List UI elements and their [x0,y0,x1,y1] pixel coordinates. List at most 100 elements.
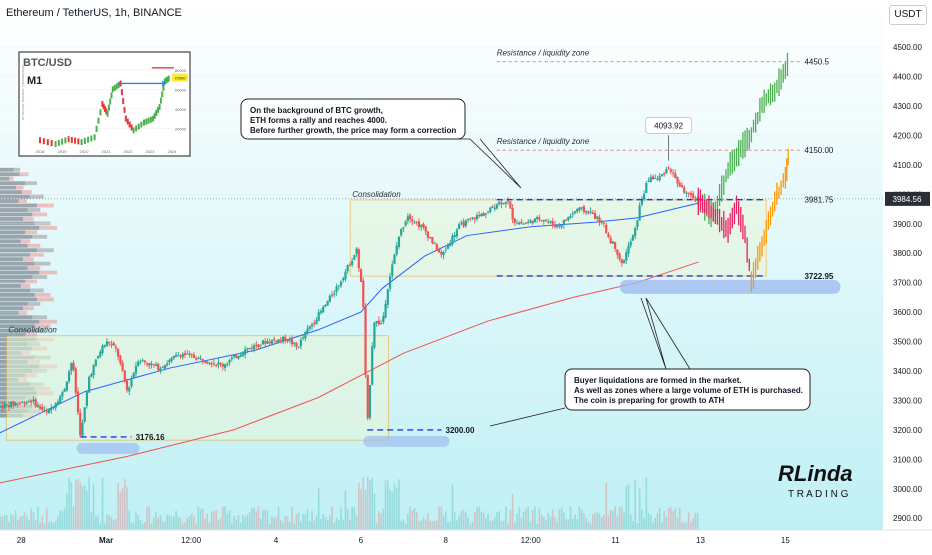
volume-profile-bar [0,234,33,239]
volume-bar [54,521,57,530]
price-tick-label: 3800.00 [893,249,922,258]
candle-body [123,370,126,382]
volume-bar [429,520,431,530]
candle-body [573,211,577,213]
candle-body [540,220,543,222]
volume-bar [302,513,304,530]
candle-body [667,167,670,169]
volume-bar [242,514,244,530]
candle-body [252,345,256,350]
inset-candle [90,135,93,142]
volume-profile-bar [30,252,44,257]
candle-body [248,348,251,350]
callout-btc-text: ETH forms a rally and reaches 4000. [250,116,387,125]
volume-bar [498,511,501,530]
candle-body [591,212,594,214]
inset-candle [132,127,135,134]
volume-bar [670,506,672,530]
candle-body [529,220,532,223]
volume-profile-bar [0,203,37,208]
price-axis[interactable]: 2900.00 3000.00 3100.00 3200.00 3300.00 3400.… [883,0,932,530]
volume-bar [202,508,204,530]
volume-bar [251,508,253,530]
volume-bar [282,522,284,530]
volume-bar [206,513,209,530]
volume-bar [652,522,654,530]
candle-body [313,323,316,325]
callout-btc-text: Before further growth, the price may for… [250,126,456,135]
inset-candle [124,115,127,122]
candle-body [277,339,280,343]
volume-profile-bar [36,248,54,253]
inset-x-label: 2024 [168,149,178,154]
volume-bar [99,523,102,530]
candle-body [32,399,35,402]
volume-profile-bar [30,288,44,293]
candle-body [674,173,677,179]
inset-candle [152,115,155,122]
volume-bar [596,512,599,530]
callout-liquidity-text: The coin is preparing for growth to ATH [574,396,724,405]
candle-body [433,242,436,244]
candle-body [484,213,487,215]
candle-body [275,340,278,343]
candle-body [54,403,57,408]
volume-bar [197,506,200,530]
volume-profile-bar [0,199,19,203]
volume-bar [543,516,545,530]
inset-candle [117,81,120,88]
candle-body [373,322,376,348]
candle-body [489,207,492,213]
volume-bar [369,480,371,530]
volume-bar [643,517,645,530]
volume-bar [170,516,173,530]
volume-bar [61,511,64,530]
candle-body [170,357,173,361]
volume-profile-bar [0,194,31,199]
volume-profile-bar [0,181,26,186]
liquidity-label: 3176.16 [136,433,165,442]
volume-bar [411,510,414,530]
volume-bar [152,517,155,530]
candle-body [596,216,599,219]
candle-body [88,376,91,393]
candle-body [47,408,51,414]
volume-bar [440,506,443,530]
volume-bar [333,522,336,530]
candle-body [351,260,354,265]
volume-bar [5,515,8,530]
candle-body [286,339,289,342]
candle-body [30,400,33,403]
candle-body [696,197,699,200]
volume-bar [119,491,122,530]
volume-bar [366,477,369,530]
volume-bar [665,516,668,530]
inset-candle [140,121,143,128]
candle-body [388,276,392,289]
time-tick-label: Mar [99,536,113,545]
time-axis[interactable]: 28 Mar 12:00 4 6 8 12:00 11 13 15 [0,529,932,550]
candle-body [549,221,552,223]
candle-body [362,280,365,308]
volume-bar [83,485,86,530]
volume-profile-bar [27,208,41,212]
volume-bar [8,521,10,530]
candle-body [411,219,414,222]
volume-bar [398,479,400,530]
volume-bar [244,516,246,530]
volume-bar [393,483,396,530]
currency-button[interactable]: USDT [889,5,927,25]
candle-body [232,354,236,357]
volume-bar [349,519,351,530]
volume-bar [230,523,233,530]
volume-bar [63,508,66,530]
volume-profile-bar [32,212,48,217]
volume-bar [257,506,260,530]
volume-bar [300,521,302,530]
volume-bar [654,517,657,530]
volume-bar [418,521,420,530]
volume-bar [375,523,378,530]
volume-bar [108,515,111,530]
